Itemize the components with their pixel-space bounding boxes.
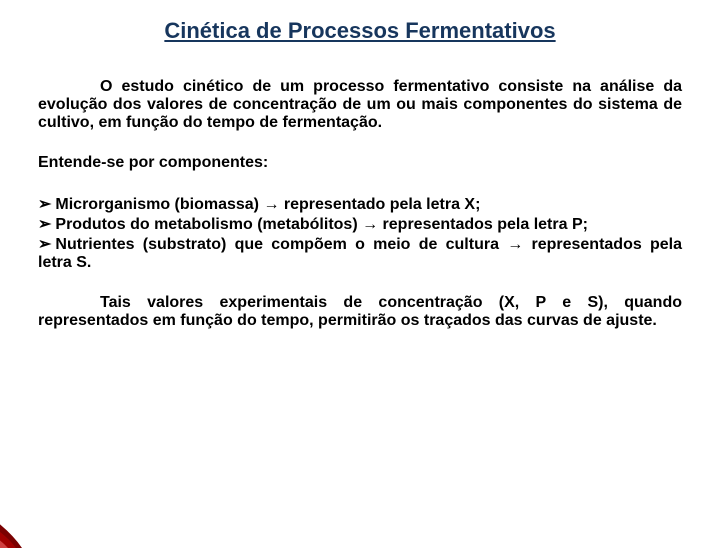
bullet-text-pre: Nutrientes (substrato) que compõem o mei…: [55, 236, 507, 253]
bullet-marker-icon: ➢: [38, 234, 51, 254]
bullet-text-pre: Microrganismo (biomassa): [55, 196, 263, 213]
bullet-text-post: representado pela letra X;: [279, 196, 480, 213]
arrow-icon: →: [507, 236, 523, 253]
bullet-item: ➢Microrganismo (biomassa) → representado…: [38, 194, 682, 214]
bullet-list: ➢Microrganismo (biomassa) → representado…: [38, 194, 682, 272]
subheading-components: Entende-se por componentes:: [38, 154, 682, 172]
arrow-icon: →: [362, 216, 378, 233]
bullet-marker-icon: ➢: [38, 194, 51, 214]
slide-container: Cinética de Processos Fermentativos O es…: [0, 0, 720, 540]
bullet-item: ➢Nutrientes (substrato) que compõem o me…: [38, 234, 682, 272]
bullet-marker-icon: ➢: [38, 214, 51, 234]
bullet-text-pre: Produtos do metabolismo (metabólitos): [55, 216, 362, 233]
paragraph-intro: O estudo cinético de um processo ferment…: [38, 78, 682, 132]
paragraph-closing: Tais valores experimentais de concentraç…: [38, 294, 682, 330]
arrow-icon: →: [263, 196, 279, 213]
corner-stripe-1: [0, 518, 22, 548]
corner-stripe-3: [0, 535, 8, 548]
slide-title: Cinética de Processos Fermentativos: [38, 18, 682, 44]
bullet-item: ➢Produtos do metabolismo (metabólitos) →…: [38, 214, 682, 234]
bullet-text-post: representados pela letra P;: [378, 216, 588, 233]
corner-stripe-2: [0, 526, 16, 548]
